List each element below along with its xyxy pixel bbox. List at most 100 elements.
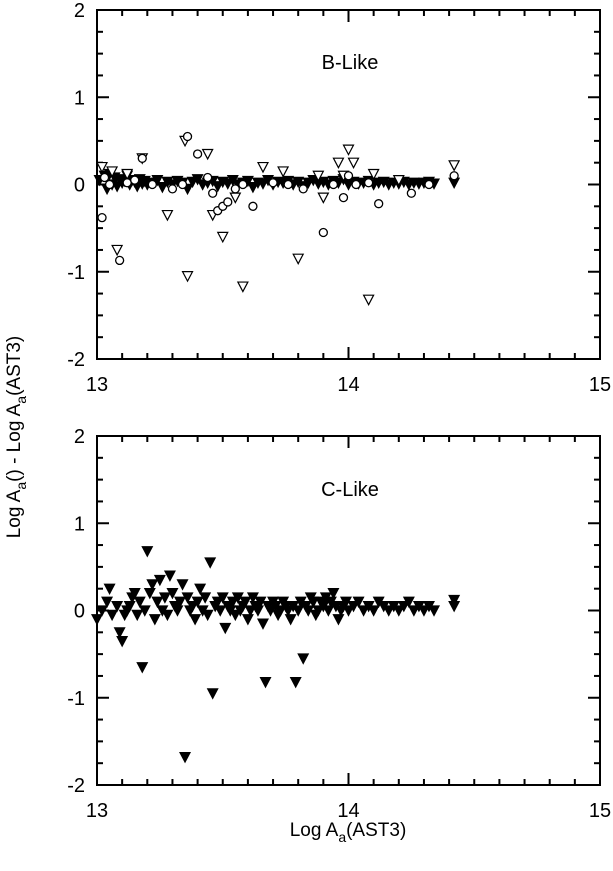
data-point-open-triangle-down [111, 244, 124, 257]
data-point-filled-triangle-down [327, 587, 340, 600]
x-axis-title: Log Aa(AST3) [290, 820, 407, 845]
data-point-open-triangle-down [362, 294, 375, 306]
data-point-filled-triangle-down [297, 653, 310, 665]
y-tick-label-top: 1 [74, 87, 85, 109]
data-point-filled-triangle-down [143, 587, 156, 600]
data-point-open-triangle-down [181, 271, 194, 283]
data-point-filled-triangle-down [151, 596, 164, 609]
data-point-filled-triangle-down [226, 596, 239, 609]
data-point-open-triangle-down [201, 148, 214, 161]
data-point-filled-triangle-down [347, 601, 360, 613]
data-point-open-triangle-down [216, 231, 229, 244]
data-point-filled-triangle-down [128, 587, 141, 600]
y-tick-label-bottom: -1 [67, 688, 85, 710]
data-point-open-triangle-down [347, 157, 360, 169]
data-point-open-triangle-down [256, 161, 269, 174]
data-point-open-circle [328, 179, 339, 190]
data-point-open-circle [203, 172, 213, 183]
data-point-filled-triangle-down [428, 605, 441, 617]
data-point-open-triangle-down [161, 209, 174, 222]
data-point-filled-triangle-down [138, 605, 151, 617]
data-point-filled-triangle-down [96, 605, 109, 617]
data-point-filled-triangle-down [256, 618, 269, 630]
data-point-filled-triangle-down [292, 605, 305, 617]
data-point-open-triangle-down [317, 192, 330, 204]
data-point-filled-triangle-down [204, 557, 217, 569]
data-point-open-triangle-down [332, 157, 345, 169]
data-point-filled-triangle-down [158, 592, 171, 604]
y-tick-label-top: -2 [67, 349, 85, 371]
data-point-filled-triangle-down [342, 605, 355, 617]
data-point-filled-triangle-down [407, 605, 420, 617]
y-axis-title-sub: a [13, 482, 29, 490]
y-tick-label-bottom: -2 [67, 775, 85, 797]
data-point-open-circle [104, 179, 115, 190]
data-point-filled-triangle-down [352, 596, 365, 609]
data-point-open-circle [137, 153, 147, 163]
data-point-open-circle [283, 179, 293, 190]
data-point-filled-triangle-down [101, 596, 114, 609]
y-tick-label-bottom: 0 [74, 601, 85, 623]
data-point-filled-triangle-down [332, 614, 345, 626]
data-point-filled-triangle-down [176, 579, 189, 591]
panel-top-ticks: 13 14 15 2 1 0 -1 -2 [67, 0, 611, 396]
data-point-filled-triangle-down [111, 601, 124, 613]
data-point-filled-triangle-down [216, 592, 229, 604]
data-point-filled-triangle-down [251, 605, 264, 617]
data-point-filled-triangle-down [136, 662, 149, 674]
data-point-open-circle [248, 201, 258, 211]
data-point-open-circle [298, 184, 308, 194]
data-point-open-triangle-down [106, 166, 119, 178]
y-tick-label-bottom: 1 [74, 513, 85, 535]
data-point-filled-triangle-down [397, 601, 410, 613]
panel-top-label: B-Like [322, 52, 379, 74]
data-point-filled-triangle-down [148, 614, 161, 626]
data-point-open-triangle-down [312, 170, 325, 183]
y-tick-label-top: 2 [74, 0, 85, 22]
data-point-filled-triangle-down [141, 546, 154, 558]
data-point-open-circle [99, 172, 110, 183]
data-point-filled-triangle-down [219, 622, 232, 635]
data-point-filled-triangle-down [392, 605, 405, 617]
data-point-filled-triangle-down [153, 574, 166, 587]
x-tick-label-top: 14 [337, 374, 359, 396]
data-point-filled-triangle-down [106, 609, 119, 622]
data-point-filled-triangle-down [284, 614, 297, 626]
data-point-filled-triangle-down [91, 614, 103, 626]
data-point-filled-triangle-down [166, 587, 179, 600]
data-point-open-circle [318, 227, 329, 238]
data-point-filled-triangle-down [448, 594, 461, 607]
data-point-open-triangle-down [236, 281, 249, 293]
data-point-filled-triangle-down [174, 596, 186, 609]
data-point-open-triangle-down [292, 253, 305, 265]
y-tick-label-top: 0 [74, 175, 85, 197]
data-point-open-circle [122, 178, 132, 188]
data-point-filled-triangle-down [417, 605, 430, 617]
data-point-open-circle [268, 178, 278, 188]
data-point-filled-triangle-down [189, 614, 202, 626]
data-point-filled-triangle-down [116, 635, 129, 648]
data-point-filled-triangle-down [181, 592, 194, 604]
panel-bottom-label: C-Like [321, 479, 379, 501]
x-tick-label-top: 13 [86, 374, 108, 396]
data-point-open-triangle-down [96, 161, 109, 174]
data-point-filled-triangle-down [367, 605, 380, 617]
x-tick-label-bottom: 13 [86, 800, 108, 822]
data-point-filled-triangle-down [402, 596, 415, 609]
data-point-filled-triangle-down [133, 596, 146, 609]
data-point-filled-triangle-down [229, 609, 242, 622]
data-point-filled-triangle-down [146, 579, 159, 591]
y-axis-title: Log Aa() - Log Aa(AST3) [4, 336, 29, 539]
y-tick-label-bottom: 2 [74, 426, 85, 448]
data-point-filled-triangle-down [289, 676, 302, 689]
data-point-open-circle [424, 179, 434, 190]
data-point-open-circle [114, 255, 125, 266]
data-point-open-circle [208, 188, 218, 198]
data-point-filled-triangle-down [244, 605, 257, 617]
data-point-filled-triangle-down [382, 605, 395, 617]
data-point-filled-triangle-down [171, 605, 184, 617]
data-point-filled-triangle-down [211, 181, 224, 193]
data-point-filled-triangle-down [156, 182, 169, 194]
x-axis-title-main: Log A [290, 820, 339, 841]
data-point-open-circle [97, 213, 107, 223]
